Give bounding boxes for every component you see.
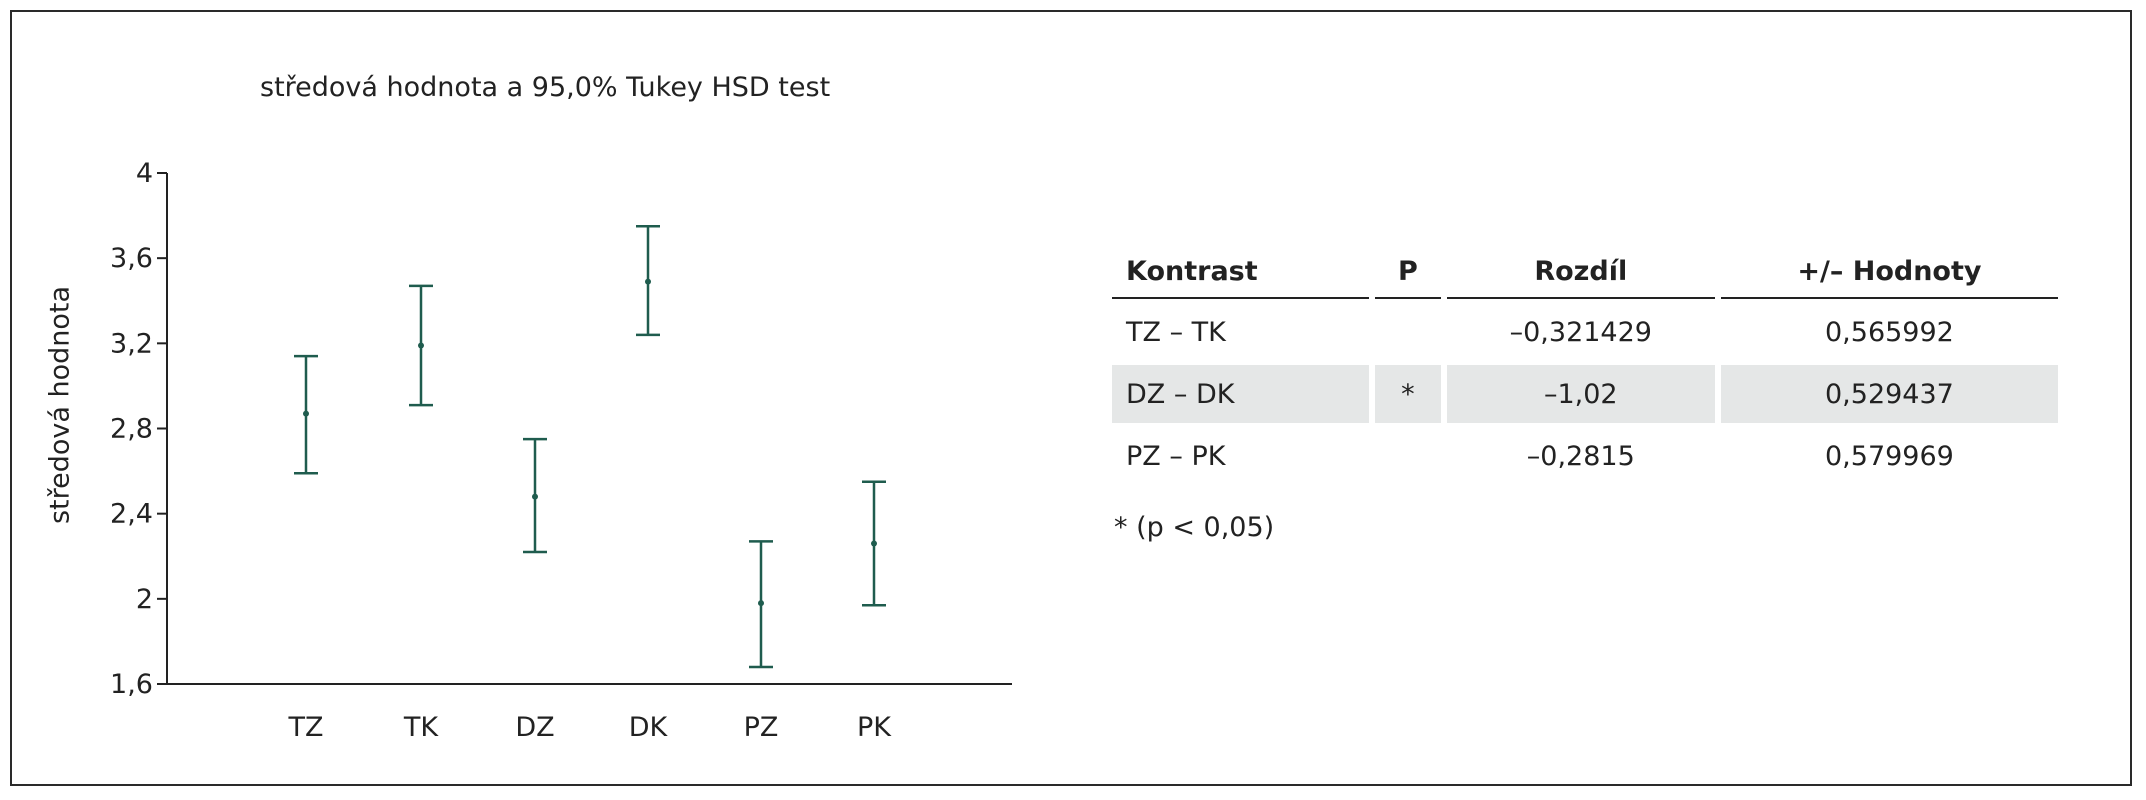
y-tick-label: 2 bbox=[136, 584, 153, 615]
mean-point-dz bbox=[532, 493, 538, 500]
y-tick-label: 2,8 bbox=[110, 414, 153, 445]
cell-rozdil: –1,02 bbox=[1446, 365, 1715, 423]
x-tick-label: PK bbox=[857, 712, 892, 743]
y-tick-label: 3,2 bbox=[110, 328, 153, 359]
cell-hodnoty: 0,565992 bbox=[1825, 316, 1954, 348]
x-tick-label: DK bbox=[629, 712, 669, 743]
contrast-table: Kontrast P Rozdíl +/– Hodnoty TZ – TK –0… bbox=[1106, 244, 2064, 489]
header-rozdil: Rozdíl bbox=[1446, 248, 1715, 299]
x-tick-label: DZ bbox=[515, 712, 554, 743]
cell-hodnoty: 0,579969 bbox=[1825, 440, 1954, 472]
x-tick-label: PZ bbox=[744, 712, 779, 743]
cell-hodnoty: 0,529437 bbox=[1720, 365, 2058, 423]
cell-kontrast: PZ – PK bbox=[1126, 440, 1226, 472]
mean-point-pk bbox=[871, 540, 877, 547]
x-tick-label: TZ bbox=[288, 712, 324, 743]
y-tick-label: 2,4 bbox=[110, 499, 153, 530]
table-header-row: Kontrast P Rozdíl +/– Hodnoty bbox=[1112, 248, 2058, 299]
table-row: PZ – PK –0,2815 0,579969 bbox=[1112, 427, 2058, 485]
header-p: P bbox=[1375, 248, 1441, 299]
y-tick-label: 4 bbox=[136, 158, 153, 189]
x-tick-label: TK bbox=[403, 712, 439, 743]
y-tick-label: 3,6 bbox=[110, 243, 153, 274]
cell-rozdil: –0,321429 bbox=[1509, 316, 1652, 348]
header-hodnoty: +/– Hodnoty bbox=[1720, 248, 2058, 299]
cell-p bbox=[1375, 303, 1441, 361]
mean-point-dk bbox=[645, 278, 651, 285]
chart-title: středová hodnota a 95,0% Tukey HSD test bbox=[260, 72, 831, 103]
contrast-table-container: Kontrast P Rozdíl +/– Hodnoty TZ – TK –0… bbox=[1112, 244, 2070, 489]
cell-p: * bbox=[1375, 365, 1441, 423]
mean-point-pz bbox=[758, 600, 764, 607]
table-row: TZ – TK –0,321429 0,565992 bbox=[1112, 303, 2058, 361]
cell-rozdil: –0,2815 bbox=[1526, 440, 1635, 472]
mean-point-tz bbox=[303, 410, 309, 417]
cell-p bbox=[1375, 427, 1441, 485]
y-tick-label: 1,6 bbox=[110, 669, 153, 700]
significance-footnote: * (p < 0,05) bbox=[1114, 512, 1275, 543]
mean-point-tk bbox=[418, 342, 424, 349]
table-row: DZ – DK * –1,02 0,529437 bbox=[1112, 365, 2058, 423]
y-axis-label: středová hodnota bbox=[44, 285, 76, 525]
cell-kontrast: TZ – TK bbox=[1126, 316, 1226, 348]
header-kontrast: Kontrast bbox=[1112, 248, 1370, 299]
cell-kontrast: DZ – DK bbox=[1112, 365, 1370, 423]
